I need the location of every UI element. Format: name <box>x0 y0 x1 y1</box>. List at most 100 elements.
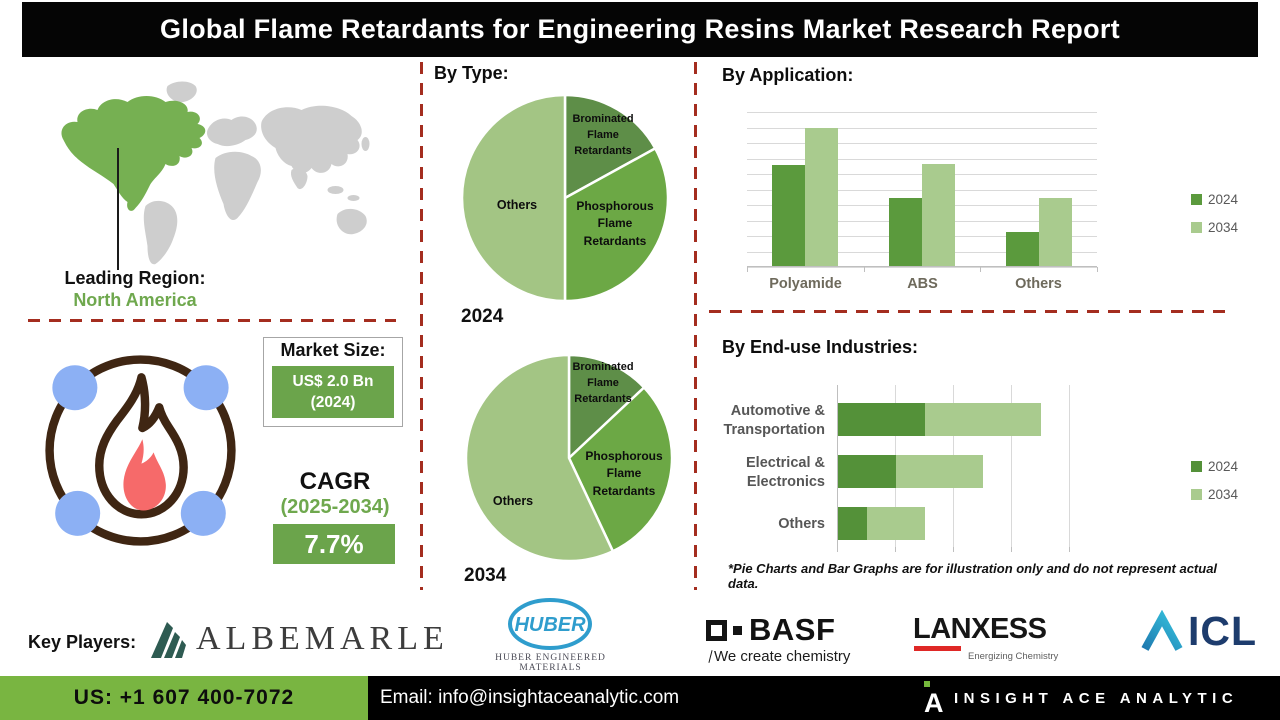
hchart-legend-swatch-2034 <box>1191 489 1202 500</box>
albemarle-mark-icon <box>151 622 186 658</box>
region-pointer-line <box>117 148 119 270</box>
insight-ace-wordmark: INSIGHT ACE ANALYTIC <box>954 689 1239 707</box>
icl-wordmark: ICL <box>1188 608 1258 654</box>
y-axis-line <box>837 385 838 547</box>
svg-text:A: A <box>924 688 944 715</box>
gridline <box>747 158 1097 160</box>
map-asia <box>261 105 362 174</box>
pie-slice <box>464 353 615 563</box>
cagr-value-badge: 7.7% <box>273 524 395 564</box>
pie-2034-label-phosphorous: Phosphorous Flame Retardants <box>585 449 663 498</box>
axis-tick <box>895 547 896 552</box>
vchart-legend-2034: 2034 <box>1191 220 1238 235</box>
bar-segment-2024 <box>838 507 867 540</box>
hchart-legend-2024: 2024 <box>1191 459 1238 474</box>
pie-slice <box>460 93 567 303</box>
bar-segment-2034 <box>925 403 1041 436</box>
lanxess-wordmark: LANXESS <box>913 613 1047 645</box>
axis-tick <box>980 267 982 272</box>
gridline <box>1011 385 1012 547</box>
gridline <box>747 112 1097 113</box>
bar-2024-abs <box>889 197 922 266</box>
basf-wordmark: BASF <box>749 612 836 647</box>
insight-ace-logo-icon: A <box>924 681 944 715</box>
basf-solid-square-icon <box>733 625 742 635</box>
market-size-label: Market Size: <box>280 340 386 360</box>
hchart-category-others: Others <box>778 516 825 532</box>
map-japan <box>361 137 370 151</box>
pie-slice <box>563 147 670 303</box>
x-axis-line <box>747 266 1097 267</box>
legend-label-2024: 2024 <box>1208 192 1239 207</box>
hchart-legend-2034: 2034 <box>1191 487 1238 502</box>
map-india <box>290 168 308 190</box>
flame-molecule-icon <box>45 355 236 546</box>
by-application-heading: By Application: <box>722 65 854 85</box>
pie-2024-label-others: Others <box>496 198 538 212</box>
lanxess-subtext: Energizing Chemistry <box>968 651 1059 662</box>
hchart-category-electrical: Electrical & Electronics <box>746 455 825 490</box>
bar-segment-2024 <box>838 403 925 436</box>
pie-chart-2024 <box>460 93 670 303</box>
pie-slice <box>563 93 657 200</box>
title-bar: Global Flame Retardants for Engineering … <box>22 2 1258 57</box>
leading-region-label: Leading Region: <box>64 268 206 288</box>
bar-segment-2024 <box>838 455 896 488</box>
basf-logo: BASF <box>706 612 835 648</box>
axis-tick <box>1011 547 1012 552</box>
pie-2024-year: 2024 <box>461 306 504 327</box>
legend-swatch-2034 <box>1191 222 1202 233</box>
pie-slice <box>567 353 646 460</box>
axis-tick <box>837 547 838 552</box>
right-divider-dashed <box>709 310 1229 313</box>
axis-tick <box>747 267 748 272</box>
vchart-category-polyamide: Polyamide <box>769 276 842 292</box>
hchart-legend-label-2034: 2034 <box>1208 487 1239 502</box>
page-title: Global Flame Retardants for Engineering … <box>160 14 1120 44</box>
footer-email: Email: info@insightaceanalytic.com <box>380 687 680 708</box>
basf-tagline: We create chemistry <box>708 648 851 665</box>
bar-row-automotive-transportation <box>838 403 1041 436</box>
axis-tick <box>1069 547 1070 552</box>
bar-segment-2034 <box>867 507 925 540</box>
pie-2034-label-brominated: Brominated Flame Retardants <box>572 361 634 405</box>
basf-tagline-text: We create chemistry <box>714 648 851 665</box>
axis-tick <box>953 547 954 552</box>
bar-2024-polyamide <box>772 165 806 266</box>
basf-tagline-slash-icon <box>708 650 713 663</box>
cagr-label: CAGR <box>299 468 371 495</box>
vchart-legend-2024: 2024 <box>1191 192 1238 207</box>
bar-segment-2034 <box>896 455 983 488</box>
huber-wordmark: HUBER <box>514 614 586 636</box>
footer-phone-block: US: +1 607 400-7072 <box>0 676 368 720</box>
hchart-legend-swatch-2024 <box>1191 461 1202 472</box>
cagr-period: (2025-2034) <box>280 496 390 518</box>
bar-row-electrical-electronics <box>838 455 983 488</box>
middle-left-divider-dashed <box>420 62 423 590</box>
pie-2034-label-others: Others <box>492 494 534 508</box>
pie-2034-year: 2034 <box>464 565 507 586</box>
insight-ace-brand: A INSIGHT ACE ANALYTIC <box>922 676 1238 720</box>
world-map <box>61 81 370 265</box>
map-island-2 <box>347 195 360 201</box>
market-size-value: US$ 2.0 Bn (2024) <box>272 366 394 418</box>
disclaimer-note: *Pie Charts and Bar Graphs are for illus… <box>728 561 1218 591</box>
middle-right-divider-dashed <box>694 62 697 590</box>
gridline <box>747 267 1097 268</box>
key-players-label: Key Players: <box>28 632 137 652</box>
hchart-category-automotive: Automotive & Transportation <box>723 403 825 438</box>
map-south-america <box>143 200 178 265</box>
map-north-america-highlight <box>61 96 206 211</box>
bar-row-others <box>838 507 925 540</box>
axis-tick <box>1097 267 1098 272</box>
basf-hollow-square-icon <box>706 619 727 641</box>
bar-2024-others <box>1005 231 1039 266</box>
hchart-legend-label-2024: 2024 <box>1208 459 1239 474</box>
bar-2034-abs <box>922 163 955 266</box>
lanxess-red-bar-icon <box>914 646 961 651</box>
vchart-category-others: Others <box>1015 276 1062 292</box>
huber-subtext: HUBER ENGINEERED MATERIALS <box>495 653 606 673</box>
bar-2034-others <box>1038 197 1072 266</box>
map-island-1 <box>327 186 344 194</box>
by-type-heading: By Type: <box>434 63 509 83</box>
